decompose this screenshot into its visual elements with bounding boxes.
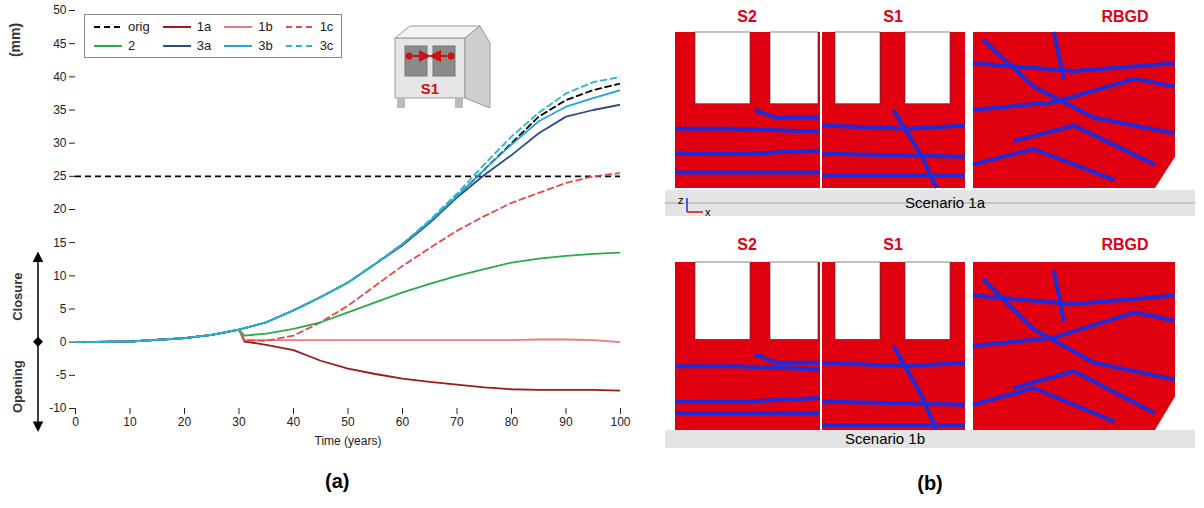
svg-text:60: 60 [396, 415, 410, 429]
svg-text:(mm): (mm) [7, 23, 23, 57]
svg-text:20: 20 [178, 415, 192, 429]
svg-text:Scenario 1b: Scenario 1b [845, 430, 925, 447]
svg-text:(b): (b) [917, 472, 943, 494]
html-text:3a: 3a [196, 38, 212, 53]
svg-text:100: 100 [610, 415, 630, 429]
svg-text:0: 0 [72, 415, 79, 429]
html-text:orig: orig [128, 19, 150, 34]
svg-text:RBGD: RBGD [1101, 236, 1148, 253]
svg-text:z: z [678, 194, 684, 206]
svg-text:90: 90 [559, 415, 573, 429]
svg-text:45: 45 [53, 37, 67, 51]
svg-text:35: 35 [53, 103, 67, 117]
svg-text:80: 80 [505, 415, 519, 429]
svg-text:5: 5 [60, 302, 67, 316]
svg-text:70: 70 [450, 415, 464, 429]
svg-text:15: 15 [53, 236, 67, 250]
html-text:1c: 1c [319, 19, 334, 34]
html-text:2: 2 [128, 38, 136, 53]
svg-text:S1: S1 [883, 8, 903, 25]
svg-text:40: 40 [53, 70, 67, 84]
svg-text:30: 30 [53, 136, 67, 150]
html-text:3c: 3c [319, 38, 334, 53]
svg-text:10: 10 [123, 415, 137, 429]
svg-text:-5: -5 [56, 368, 67, 382]
svg-text:Closure: Closure [10, 272, 25, 320]
svg-text:Scenario 1a: Scenario 1a [905, 194, 986, 211]
svg-text:40: 40 [287, 415, 301, 429]
svg-text:20: 20 [53, 202, 67, 216]
svg-text:25: 25 [53, 169, 67, 183]
svg-text:S2: S2 [737, 236, 757, 253]
svg-text:0: 0 [60, 335, 67, 349]
svg-text:S1: S1 [883, 236, 903, 253]
svg-text:-10: -10 [49, 401, 67, 415]
svg-text:x: x [705, 206, 711, 218]
html-text:(a): (a) [325, 470, 350, 492]
svg-text:S1: S1 [421, 80, 439, 97]
svg-text:S2: S2 [737, 8, 757, 25]
html-text:1b: 1b [258, 19, 273, 34]
html-text:1a: 1a [196, 19, 212, 34]
svg-text:50: 50 [53, 3, 67, 17]
svg-text:30: 30 [232, 415, 246, 429]
svg-text:Opening: Opening [10, 360, 25, 413]
svg-text:Time (years): Time (years) [315, 434, 382, 448]
svg-text:50: 50 [341, 415, 355, 429]
html-text:3b: 3b [258, 38, 273, 53]
svg-text:RBGD: RBGD [1101, 8, 1148, 25]
svg-text:10: 10 [53, 269, 67, 283]
